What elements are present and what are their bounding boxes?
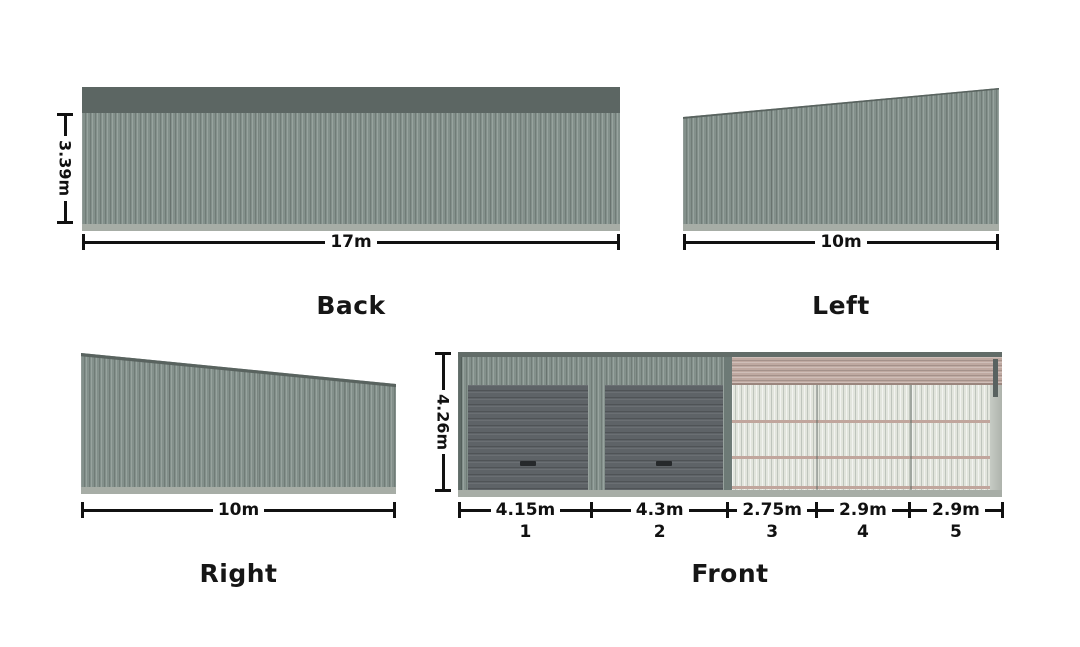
dimension-line [686,240,816,244]
left-wall-cladding [683,88,999,231]
back-height-value: 3.39m [55,140,75,197]
right-width-dimension: 10m [81,501,396,519]
bay-2-width: 4.3m [635,500,684,520]
left-label: Left [812,291,870,320]
door-handle [520,461,536,466]
right-width-value: 10m [217,500,260,520]
dimension-end-bar [435,489,451,492]
right-wall-drawing [81,353,396,494]
dimension-line [264,508,393,512]
dimension-line [806,508,815,512]
bay-1-number: 1 [519,522,532,542]
front-left-corner-column [458,357,462,490]
back-width-value: 17m [330,232,372,252]
back-width-dimension: 17m [82,233,620,251]
wall-girt [732,456,1002,459]
dimension-end-bar [57,221,73,224]
front-base-strip [458,490,1002,497]
dimension-tick [814,502,818,518]
dimension-tick [726,502,730,518]
bay-5-number: 5 [950,522,962,542]
dimension-tick [683,234,686,250]
left-width-value: 10m [820,232,862,252]
dimension-line [592,508,631,512]
dimension-line [441,454,445,489]
bay-5-dimension: 2.9m [910,500,1002,520]
bay-4-number: 4 [856,522,869,542]
dimension-line [63,116,67,137]
dimension-end-bar [57,113,73,116]
front-clad-wall [458,357,732,490]
left-base-strip [683,224,999,231]
right-wall-cladding [81,353,396,494]
bay-3-dimension: 2.75m [729,500,815,520]
front-wall-drawing [458,352,1002,497]
front-roof-edge [458,352,1002,357]
dimension-line [984,508,1002,512]
wall-girt [732,420,1002,423]
open-bays-section [732,357,1002,490]
bay-2-dimension: 4.3m [592,500,727,520]
back-height-dimension: 3.39m [52,113,78,224]
dimension-tick [393,502,396,518]
dimension-tick [996,234,999,250]
front-bay-dimensions: 4.15m 4.3m 2.75m 2.9m [458,501,1004,519]
left-width-dimension: 10m [683,233,999,251]
interior-back-cladding [732,385,1002,490]
dimension-line [729,508,738,512]
bay-1-width: 4.15m [495,500,556,520]
right-base-strip [81,487,396,494]
bay-5-width: 2.9m [932,500,980,520]
bay-2-number: 2 [653,522,666,542]
dimension-tick [589,502,593,518]
bay-1-dimension: 4.15m [461,501,590,519]
front-height-dimension: 4.26m [430,352,456,492]
dimension-line [817,508,834,512]
wall-girt [732,486,1002,489]
roller-door-1 [468,385,588,490]
bay-3-number: 3 [766,522,779,542]
dimension-line [84,508,213,512]
door-handle [656,461,672,466]
dimension-end-bar [435,352,451,355]
back-wall-cladding [82,113,620,224]
bay-4-width: 2.9m [838,500,887,520]
dimension-line [866,240,996,244]
back-wall-drawing [82,87,620,231]
dimension-line [910,508,928,512]
bay-divider-column [910,385,912,490]
dimension-line [560,508,590,512]
dimension-tick [907,502,911,518]
dimension-line [461,508,491,512]
back-label: Back [316,291,386,320]
dimension-line [688,508,727,512]
dimension-tick [617,234,620,250]
front-body [458,357,1002,490]
dimension-line [891,508,908,512]
dimension-tick [1001,502,1004,518]
bay-divider-column [816,385,818,490]
right-label: Right [199,559,278,588]
dimension-tick [82,234,85,250]
dimension-tick [81,502,84,518]
front-mid-column [724,357,732,490]
front-bay-numbers: 1 2 3 4 5 [458,522,1004,542]
dimension-line [376,240,617,244]
back-base-strip [82,224,620,231]
roller-door-2 [605,385,723,490]
front-label: Front [691,559,769,588]
front-right-corner-column [990,385,1002,490]
dimension-tick [458,502,461,518]
bay-4-dimension: 2.9m [817,500,908,520]
dimension-line [85,240,326,244]
left-wall-drawing [683,88,999,231]
dimension-line [441,355,445,390]
back-roof-band [82,87,620,113]
dimension-line [63,200,67,221]
downpipe [993,359,998,397]
roof-purlins [732,357,1002,385]
bay-3-width: 2.75m [742,500,802,520]
front-height-value: 4.26m [433,393,453,451]
